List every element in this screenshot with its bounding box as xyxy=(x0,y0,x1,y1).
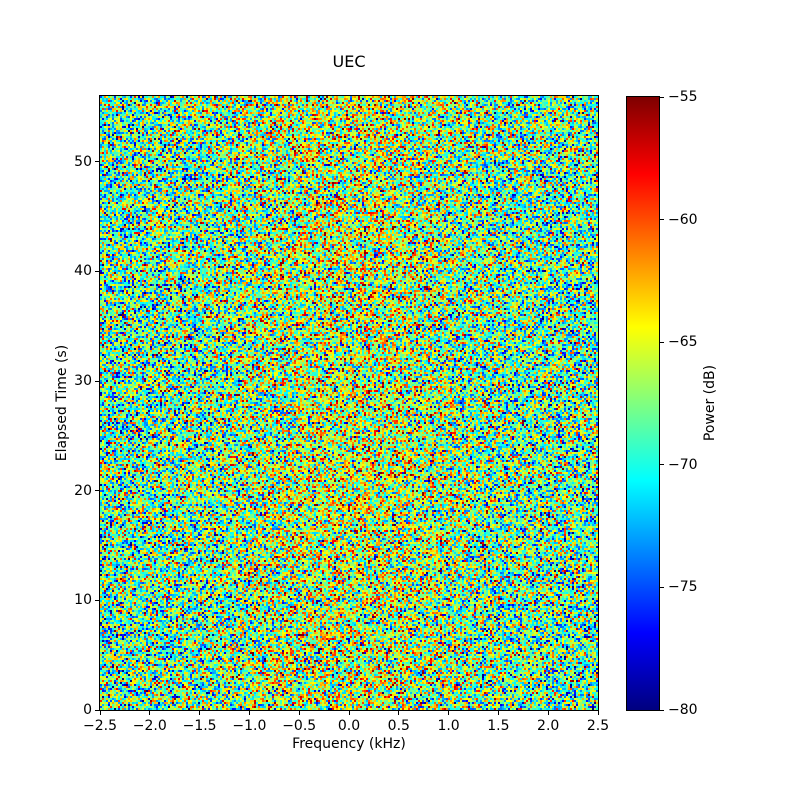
x-tick xyxy=(149,711,151,715)
x-tick xyxy=(398,711,400,715)
plot-title: UEC xyxy=(332,52,366,71)
colorbar-frame xyxy=(626,96,660,711)
x-tick-label: 1.0 xyxy=(437,718,460,734)
y-tick-label: 20 xyxy=(74,482,92,499)
y-tick-label: 30 xyxy=(74,373,92,390)
x-axis-label: Frequency (kHz) xyxy=(292,736,406,752)
colorbar-tick xyxy=(660,586,664,588)
y-tick-label: 50 xyxy=(74,153,92,170)
x-tick-label: 2.0 xyxy=(537,718,560,734)
spectrogram-heatmap xyxy=(100,96,598,710)
y-tick xyxy=(95,599,99,601)
y-axis-label: Elapsed Time (s) xyxy=(54,344,70,462)
colorbar-gradient xyxy=(627,97,659,710)
x-tick xyxy=(597,711,599,715)
x-tick xyxy=(248,711,250,715)
x-tick-label: 1.5 xyxy=(487,718,510,734)
x-tick-label: −2.5 xyxy=(83,718,117,734)
y-tick-label: 0 xyxy=(83,702,92,718)
colorbar-tick-label: −80 xyxy=(668,702,698,718)
x-tick xyxy=(298,711,300,715)
colorbar-tick-label: −60 xyxy=(668,211,698,228)
colorbar-tick-label: −65 xyxy=(668,334,698,351)
x-tick-label: 0.0 xyxy=(337,718,361,734)
y-tick-label: 40 xyxy=(74,263,92,280)
colorbar-label: Power (dB) xyxy=(702,364,718,442)
x-tick-label: −1.0 xyxy=(232,718,267,734)
colorbar-tick xyxy=(660,709,664,711)
x-tick-label: −1.5 xyxy=(182,718,217,734)
y-tick xyxy=(95,490,99,492)
x-tick xyxy=(99,711,101,715)
x-tick xyxy=(348,711,350,715)
colorbar-tick xyxy=(660,464,664,466)
x-tick xyxy=(199,711,201,715)
colorbar-tick-label: −55 xyxy=(668,89,698,105)
plot-area-frame xyxy=(99,95,599,711)
x-tick-label: −0.5 xyxy=(282,718,317,734)
x-tick xyxy=(448,711,450,715)
y-tick xyxy=(95,161,99,163)
y-tick-label: 10 xyxy=(74,592,92,609)
colorbar-tick xyxy=(660,341,664,343)
colorbar-tick-label: −70 xyxy=(668,456,698,473)
y-tick xyxy=(95,270,99,272)
colorbar-tick-label: −75 xyxy=(668,579,698,596)
x-tick xyxy=(497,711,499,715)
x-tick-label: −2.0 xyxy=(132,718,167,734)
y-tick xyxy=(95,380,99,382)
x-tick xyxy=(547,711,549,715)
x-tick-label: 0.5 xyxy=(387,718,410,734)
colorbar-tick xyxy=(660,219,664,221)
colorbar-tick xyxy=(660,96,664,98)
x-tick-label: 2.5 xyxy=(586,718,610,734)
y-tick xyxy=(95,709,99,711)
